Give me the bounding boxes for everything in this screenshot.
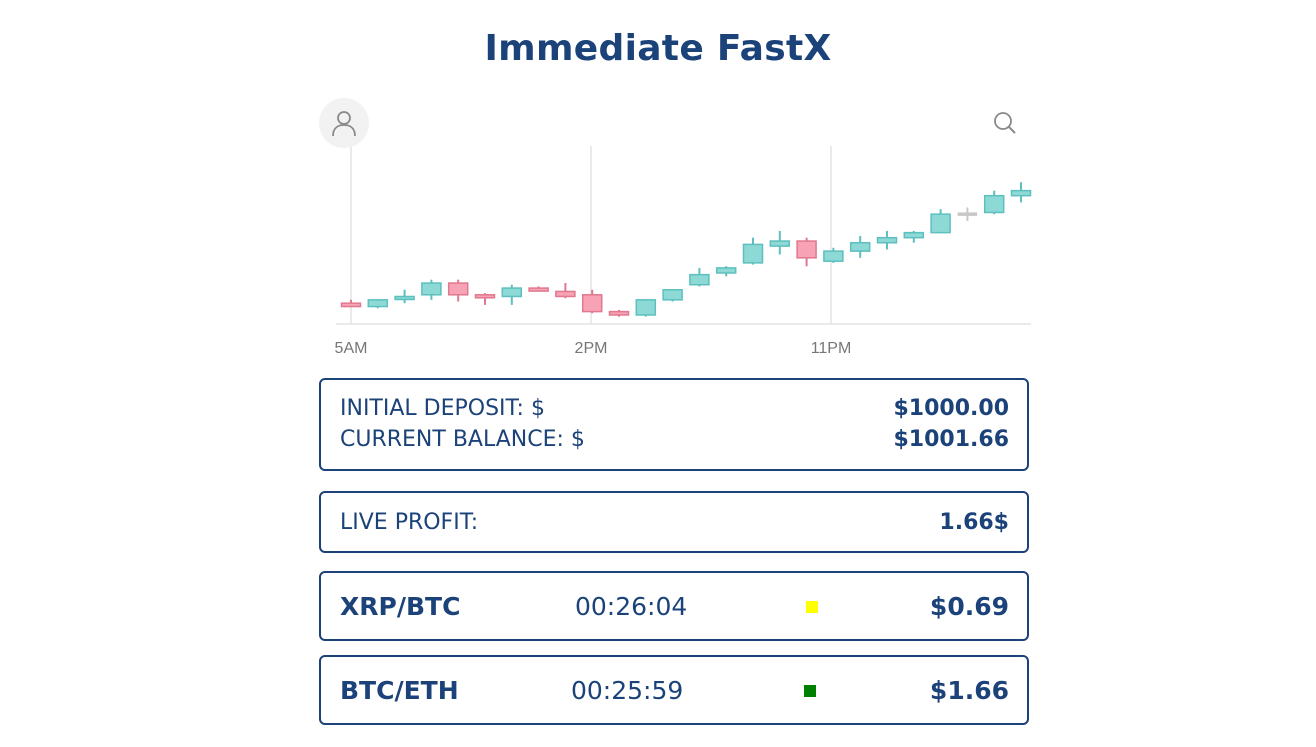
candle-body — [608, 310, 630, 316]
initial-deposit-label: INITIAL DEPOSIT: $ — [340, 396, 545, 421]
search-icon — [993, 111, 1017, 135]
candle-body — [742, 243, 764, 264]
x-tick-label: 5AM — [335, 340, 368, 357]
candle-body — [957, 212, 978, 216]
live-profit-row: LIVE PROFIT: 1.66$ — [340, 510, 1009, 535]
trade-amount: $1.66 — [929, 675, 1009, 705]
live-profit-label: LIVE PROFIT: — [340, 510, 479, 535]
initial-deposit-row: INITIAL DEPOSIT: $ $1000.00 — [340, 396, 1009, 421]
live-profit-card: LIVE PROFIT: 1.66$ — [319, 491, 1029, 553]
status-indicator-icon — [806, 601, 818, 613]
candle-body — [903, 231, 925, 239]
candles-group — [340, 182, 1032, 317]
live-profit-value: 1.66$ — [939, 510, 1009, 535]
candle-body — [394, 295, 415, 301]
trade-time: 00:26:04 — [575, 591, 688, 621]
x-tick-label: 2PM — [575, 340, 608, 357]
candle-body — [689, 273, 710, 286]
candle-body — [367, 299, 389, 308]
current-balance-value: $1001.66 — [893, 427, 1009, 452]
candle-body — [528, 287, 549, 292]
candle-body — [555, 290, 576, 298]
trade-amount: $0.69 — [929, 591, 1009, 621]
candle-body — [474, 294, 496, 299]
trade-row[interactable]: XRP/BTC 00:26:04 $0.69 — [319, 571, 1029, 641]
trade-pair: XRP/BTC — [340, 591, 461, 621]
candle-body — [581, 294, 603, 313]
candle-body — [876, 236, 898, 244]
candle-body — [823, 250, 844, 262]
candle-body — [662, 289, 683, 301]
current-balance-label: CURRENT BALANCE: $ — [340, 427, 585, 452]
candle-body — [796, 240, 817, 259]
user-avatar-button[interactable] — [319, 98, 369, 148]
candle-body — [769, 240, 791, 247]
candle-body — [447, 282, 469, 296]
candle-body — [849, 241, 871, 252]
initial-deposit-value: $1000.00 — [893, 396, 1009, 421]
candle-body — [930, 213, 951, 234]
candle-body — [340, 302, 362, 308]
search-button[interactable] — [992, 110, 1018, 136]
candle-body — [1010, 189, 1032, 197]
trade-pair: BTC/ETH — [340, 675, 459, 705]
candle-body — [421, 282, 442, 296]
candle-body — [501, 287, 523, 298]
trade-row[interactable]: BTC/ETH 00:25:59 $1.66 — [319, 655, 1029, 725]
x-tick-label: 11PM — [811, 340, 852, 357]
current-balance-row: CURRENT BALANCE: $ $1001.66 — [340, 427, 1009, 452]
trade-time: 00:25:59 — [571, 675, 684, 705]
candle-body — [635, 299, 657, 316]
account-summary-card: INITIAL DEPOSIT: $ $1000.00 CURRENT BALA… — [319, 378, 1029, 471]
price-chart: 5AM 2PM 11PM — [316, 96, 1034, 360]
status-indicator-icon — [804, 685, 816, 697]
app-title: Immediate FastX — [484, 28, 832, 69]
candle-body — [983, 194, 1005, 214]
user-icon — [331, 109, 357, 137]
candle-body — [715, 267, 737, 274]
candlestick-chart: 5AM 2PM 11PM — [335, 146, 1032, 357]
